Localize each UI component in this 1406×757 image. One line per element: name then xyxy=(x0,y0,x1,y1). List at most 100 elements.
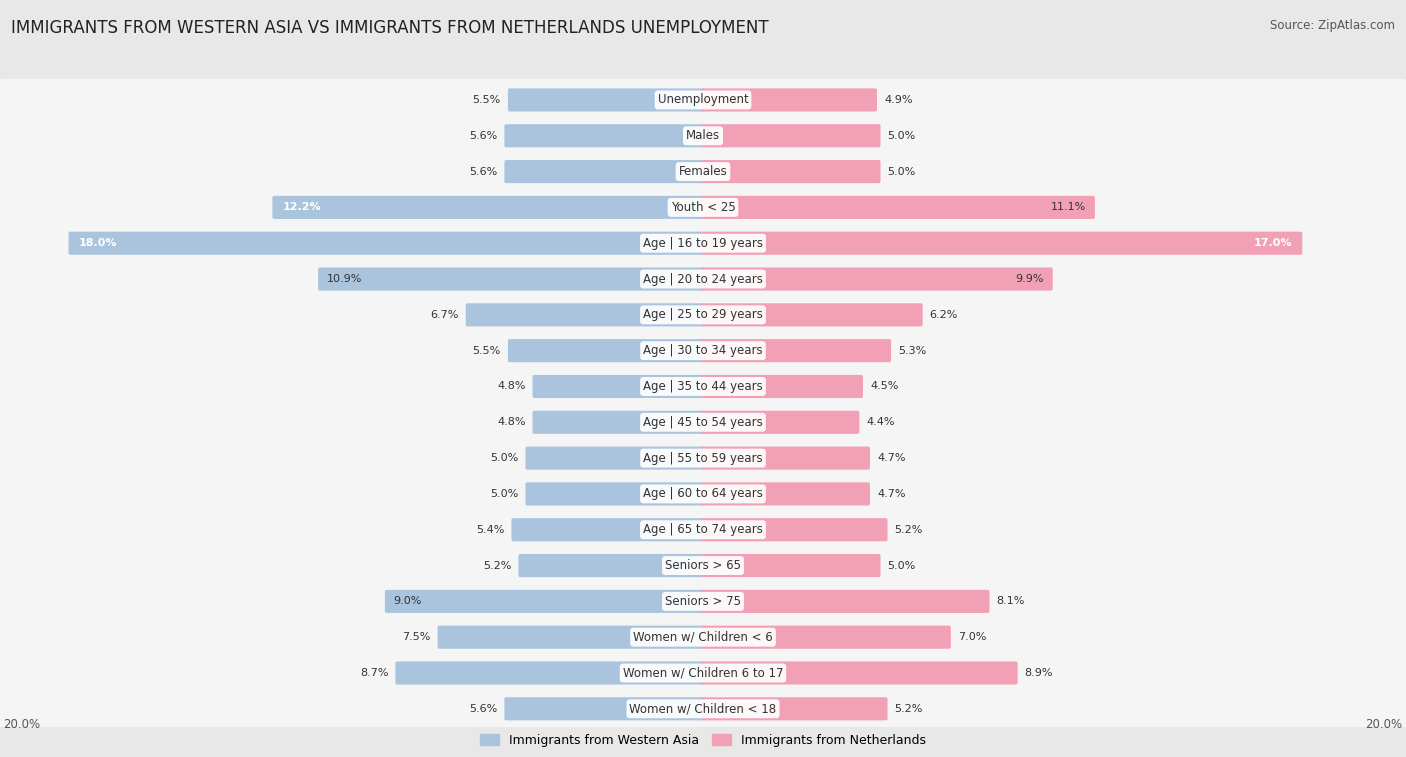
Text: Age | 65 to 74 years: Age | 65 to 74 years xyxy=(643,523,763,536)
FancyBboxPatch shape xyxy=(0,79,1406,121)
Text: Males: Males xyxy=(686,129,720,142)
Text: 10.9%: 10.9% xyxy=(326,274,363,284)
FancyBboxPatch shape xyxy=(437,625,704,649)
Text: Women w/ Children < 6: Women w/ Children < 6 xyxy=(633,631,773,643)
FancyBboxPatch shape xyxy=(0,544,1406,587)
FancyBboxPatch shape xyxy=(0,580,1406,622)
FancyBboxPatch shape xyxy=(0,294,1406,336)
FancyBboxPatch shape xyxy=(0,114,1406,157)
Text: 4.8%: 4.8% xyxy=(496,382,526,391)
Text: 5.0%: 5.0% xyxy=(887,560,915,571)
Text: Age | 45 to 54 years: Age | 45 to 54 years xyxy=(643,416,763,428)
Text: 5.6%: 5.6% xyxy=(470,167,498,176)
FancyBboxPatch shape xyxy=(702,339,891,362)
FancyBboxPatch shape xyxy=(508,89,704,111)
Text: 9.0%: 9.0% xyxy=(394,597,422,606)
Text: 9.9%: 9.9% xyxy=(1015,274,1043,284)
Text: 4.9%: 4.9% xyxy=(884,95,912,105)
Text: Women w/ Children 6 to 17: Women w/ Children 6 to 17 xyxy=(623,666,783,680)
Text: Youth < 25: Youth < 25 xyxy=(671,201,735,214)
Text: 18.0%: 18.0% xyxy=(79,238,118,248)
Text: 4.8%: 4.8% xyxy=(496,417,526,427)
Text: 5.4%: 5.4% xyxy=(477,525,505,534)
Text: IMMIGRANTS FROM WESTERN ASIA VS IMMIGRANTS FROM NETHERLANDS UNEMPLOYMENT: IMMIGRANTS FROM WESTERN ASIA VS IMMIGRAN… xyxy=(11,19,769,37)
FancyBboxPatch shape xyxy=(702,590,990,613)
FancyBboxPatch shape xyxy=(702,662,1018,684)
Text: 8.7%: 8.7% xyxy=(360,668,388,678)
FancyBboxPatch shape xyxy=(318,267,704,291)
Text: 4.5%: 4.5% xyxy=(870,382,898,391)
Text: Source: ZipAtlas.com: Source: ZipAtlas.com xyxy=(1270,19,1395,32)
FancyBboxPatch shape xyxy=(533,375,704,398)
Text: Age | 30 to 34 years: Age | 30 to 34 years xyxy=(643,344,763,357)
FancyBboxPatch shape xyxy=(702,411,859,434)
FancyBboxPatch shape xyxy=(702,519,887,541)
FancyBboxPatch shape xyxy=(512,519,704,541)
FancyBboxPatch shape xyxy=(702,196,1095,219)
FancyBboxPatch shape xyxy=(505,160,704,183)
Text: Females: Females xyxy=(679,165,727,178)
Text: Age | 35 to 44 years: Age | 35 to 44 years xyxy=(643,380,763,393)
FancyBboxPatch shape xyxy=(702,89,877,111)
FancyBboxPatch shape xyxy=(702,160,880,183)
Text: 5.2%: 5.2% xyxy=(894,704,922,714)
Text: 20.0%: 20.0% xyxy=(4,718,41,731)
FancyBboxPatch shape xyxy=(702,304,922,326)
FancyBboxPatch shape xyxy=(465,304,704,326)
Text: 5.5%: 5.5% xyxy=(472,346,501,356)
Text: 11.1%: 11.1% xyxy=(1050,202,1087,213)
FancyBboxPatch shape xyxy=(0,401,1406,444)
FancyBboxPatch shape xyxy=(702,697,887,721)
FancyBboxPatch shape xyxy=(395,662,704,684)
Text: 5.0%: 5.0% xyxy=(887,131,915,141)
FancyBboxPatch shape xyxy=(273,196,704,219)
FancyBboxPatch shape xyxy=(702,482,870,506)
FancyBboxPatch shape xyxy=(0,437,1406,479)
FancyBboxPatch shape xyxy=(0,366,1406,407)
Text: 8.9%: 8.9% xyxy=(1025,668,1053,678)
FancyBboxPatch shape xyxy=(0,509,1406,551)
Text: Seniors > 75: Seniors > 75 xyxy=(665,595,741,608)
Text: Age | 55 to 59 years: Age | 55 to 59 years xyxy=(643,452,763,465)
Text: 5.3%: 5.3% xyxy=(898,346,927,356)
FancyBboxPatch shape xyxy=(702,554,880,577)
FancyBboxPatch shape xyxy=(702,447,870,469)
FancyBboxPatch shape xyxy=(519,554,704,577)
Text: 12.2%: 12.2% xyxy=(283,202,322,213)
FancyBboxPatch shape xyxy=(0,652,1406,694)
Text: Age | 16 to 19 years: Age | 16 to 19 years xyxy=(643,237,763,250)
Text: 6.2%: 6.2% xyxy=(929,310,957,320)
FancyBboxPatch shape xyxy=(702,625,950,649)
Text: Seniors > 65: Seniors > 65 xyxy=(665,559,741,572)
FancyBboxPatch shape xyxy=(702,375,863,398)
Text: Age | 20 to 24 years: Age | 20 to 24 years xyxy=(643,273,763,285)
Text: 5.2%: 5.2% xyxy=(484,560,512,571)
Text: 20.0%: 20.0% xyxy=(1365,718,1402,731)
Text: 4.4%: 4.4% xyxy=(866,417,896,427)
FancyBboxPatch shape xyxy=(526,482,704,506)
Legend: Immigrants from Western Asia, Immigrants from Netherlands: Immigrants from Western Asia, Immigrants… xyxy=(481,734,925,747)
FancyBboxPatch shape xyxy=(69,232,704,255)
Text: Age | 60 to 64 years: Age | 60 to 64 years xyxy=(643,488,763,500)
FancyBboxPatch shape xyxy=(0,222,1406,264)
Text: 5.6%: 5.6% xyxy=(470,131,498,141)
Text: 7.0%: 7.0% xyxy=(957,632,986,642)
Text: 4.7%: 4.7% xyxy=(877,453,905,463)
Text: 5.0%: 5.0% xyxy=(887,167,915,176)
FancyBboxPatch shape xyxy=(0,151,1406,193)
Text: 6.7%: 6.7% xyxy=(430,310,458,320)
Text: 17.0%: 17.0% xyxy=(1253,238,1292,248)
Text: 5.0%: 5.0% xyxy=(491,489,519,499)
FancyBboxPatch shape xyxy=(702,232,1302,255)
FancyBboxPatch shape xyxy=(0,186,1406,229)
FancyBboxPatch shape xyxy=(702,124,880,148)
FancyBboxPatch shape xyxy=(505,124,704,148)
Text: 5.6%: 5.6% xyxy=(470,704,498,714)
FancyBboxPatch shape xyxy=(702,267,1053,291)
FancyBboxPatch shape xyxy=(0,473,1406,515)
Text: 5.0%: 5.0% xyxy=(491,453,519,463)
Text: 8.1%: 8.1% xyxy=(997,597,1025,606)
FancyBboxPatch shape xyxy=(505,697,704,721)
Text: Unemployment: Unemployment xyxy=(658,93,748,107)
FancyBboxPatch shape xyxy=(385,590,704,613)
